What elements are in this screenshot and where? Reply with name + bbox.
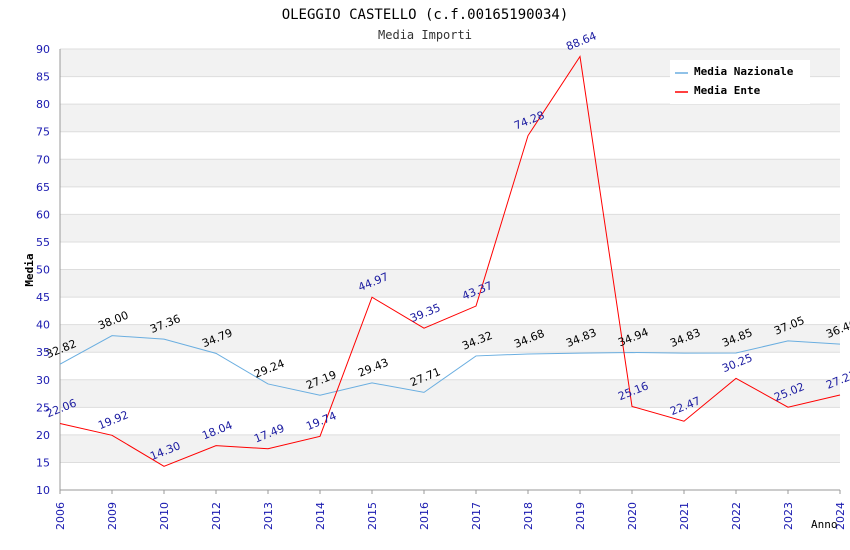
y-tick-label: 40 bbox=[36, 319, 50, 332]
y-tick-label: 10 bbox=[36, 484, 50, 497]
data-label-media-ente: 19.74 bbox=[304, 409, 338, 433]
grid-band bbox=[60, 324, 840, 353]
grid-band bbox=[60, 379, 840, 408]
y-tick-label: 45 bbox=[36, 291, 50, 304]
data-label-media-nazionale: 29.43 bbox=[356, 356, 390, 380]
y-tick-label: 35 bbox=[36, 346, 50, 359]
y-axis-label: Media bbox=[23, 253, 36, 286]
y-tick-label: 60 bbox=[36, 208, 50, 221]
grid-band bbox=[60, 434, 840, 463]
y-tick-label: 75 bbox=[36, 126, 50, 139]
y-tick-label: 30 bbox=[36, 374, 50, 387]
gridlines bbox=[60, 48, 840, 491]
grid-band bbox=[60, 269, 840, 298]
y-tick-label: 90 bbox=[36, 43, 50, 56]
data-label-media-nazionale: 36.46 bbox=[824, 317, 850, 341]
legend-box bbox=[670, 60, 810, 104]
y-tick-label: 65 bbox=[36, 181, 50, 194]
y-tick-label: 85 bbox=[36, 71, 50, 84]
y-tick-label: 80 bbox=[36, 98, 50, 111]
x-axis-ticks: 2006 2009 2010 2012 2013 2014 2015 2016 2017 2018… bbox=[54, 490, 847, 530]
x-tick-label: 2017 bbox=[470, 502, 483, 530]
x-tick-label: 2019 bbox=[574, 502, 587, 530]
x-axis-label: Anno bbox=[811, 518, 838, 531]
data-label-media-nazionale: 29.24 bbox=[252, 357, 286, 381]
data-label-media-ente: 19.92 bbox=[96, 408, 130, 432]
x-tick-label: 2006 bbox=[54, 502, 67, 530]
y-axis-ticks: 10 15 20 25 30 35 40 45 50 55 60 65 70 75 80 85 90 bbox=[36, 43, 50, 497]
grid-band bbox=[60, 159, 840, 187]
legend: Media Nazionale Media Ente bbox=[670, 60, 810, 104]
y-tick-label: 50 bbox=[36, 264, 50, 277]
data-label-media-ente: 30.25 bbox=[720, 351, 754, 375]
series-lines bbox=[59, 55, 841, 467]
x-tick-label: 2010 bbox=[158, 502, 171, 530]
series-line-media-nazionale bbox=[59, 335, 841, 396]
x-tick-label: 2009 bbox=[106, 502, 119, 530]
y-tick-label: 25 bbox=[36, 401, 50, 414]
x-tick-label: 2023 bbox=[782, 502, 795, 530]
grid-band bbox=[60, 104, 840, 132]
y-tick-label: 15 bbox=[36, 456, 50, 469]
x-tick-label: 2015 bbox=[366, 502, 379, 530]
y-tick-label: 55 bbox=[36, 236, 50, 249]
x-tick-label: 2014 bbox=[314, 502, 327, 530]
x-tick-label: 2021 bbox=[678, 502, 691, 530]
x-tick-label: 2016 bbox=[418, 502, 431, 530]
series-line-media-ente bbox=[59, 55, 841, 467]
y-tick-label: 70 bbox=[36, 153, 50, 166]
x-tick-label: 2024 bbox=[834, 502, 847, 530]
data-label-media-ente: 27.23 bbox=[824, 368, 850, 392]
grid-band bbox=[60, 214, 840, 242]
axes bbox=[59, 49, 840, 491]
legend-label-media-nazionale: Media Nazionale bbox=[694, 65, 794, 78]
legend-label-media-ente: Media Ente bbox=[694, 84, 761, 97]
chart-title: OLEGGIO CASTELLO (c.f.00165190034) bbox=[282, 7, 569, 23]
plot-bands bbox=[60, 49, 840, 463]
x-tick-label: 2018 bbox=[522, 502, 535, 530]
data-label-media-ente: 39.35 bbox=[408, 301, 442, 325]
x-tick-label: 2020 bbox=[626, 502, 639, 530]
x-tick-label: 2013 bbox=[262, 502, 275, 530]
chart-subtitle: Media Importi bbox=[378, 28, 472, 42]
y-tick-label: 20 bbox=[36, 429, 50, 442]
x-tick-label: 2012 bbox=[210, 502, 223, 530]
x-tick-label: 2022 bbox=[730, 502, 743, 530]
